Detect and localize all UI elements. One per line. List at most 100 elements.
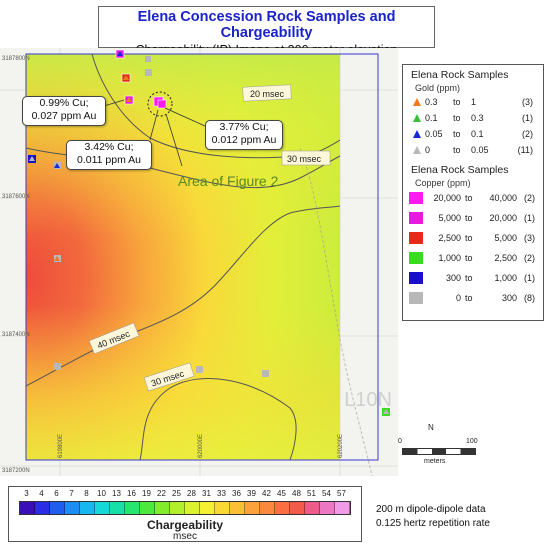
- gold-legend-row: 0.3 to 1 (3): [409, 96, 539, 110]
- copper-legend-row: 20,000 to 40,000 (2): [409, 192, 539, 206]
- colorbar-tick-label: 57: [337, 489, 346, 498]
- colorbar-tick-label: 28: [187, 489, 196, 498]
- colorbar-swatch: [95, 502, 110, 514]
- scale-hundred: 100: [466, 438, 478, 445]
- coord-y-1: 3187800N: [2, 56, 30, 62]
- legend-to-value: 0.1: [471, 129, 484, 139]
- legend-from-value: 0: [455, 293, 461, 303]
- colorbar-swatch: [110, 502, 125, 514]
- callout-sample-1: 0.99% Cu; 0.027 ppm Au: [22, 96, 106, 126]
- colorbar-swatch: [320, 502, 335, 514]
- legend-gold-subtitle: Gold (ppm): [415, 83, 461, 93]
- colorbar-swatch: [35, 502, 50, 514]
- legend-from-value: 5,000: [438, 213, 461, 223]
- svg-text:30 msec: 30 msec: [287, 154, 322, 164]
- legend-from-value: 1,000: [438, 253, 461, 263]
- triangle-icon: [413, 114, 421, 122]
- colorbar-swatch: [245, 502, 260, 514]
- colorbar-swatch: [200, 502, 215, 514]
- legend-count: (1): [524, 213, 535, 223]
- colorbar-tick-label: 22: [157, 489, 166, 498]
- legend-to-value: 1,000: [494, 273, 517, 283]
- contour-label-30-upper: 30 msec: [281, 150, 331, 166]
- triangle-icon: [413, 146, 421, 154]
- colorbar-tick-label: 6: [54, 489, 59, 498]
- note-dipole: 200 m dipole-dipole data: [376, 504, 486, 515]
- coord-x-3: 620200E: [338, 434, 344, 458]
- square-swatch-icon: [409, 192, 423, 204]
- square-swatch-icon: [409, 252, 423, 264]
- gold-legend-row: 0.1 to 0.3 (1): [409, 112, 539, 126]
- triangle-icon: [413, 130, 421, 138]
- colorbar-swatch: [125, 502, 140, 514]
- chargeability-map[interactable]: 20 msec 30 msec 40 msec 30 msec 3187800N…: [0, 48, 398, 476]
- colorbar-tick-label: 19: [142, 489, 151, 498]
- square-swatch-icon: [409, 272, 423, 284]
- colorbar-tick-label: 48: [292, 489, 301, 498]
- colorbar-tick-label: 13: [112, 489, 121, 498]
- north-label: N: [428, 423, 434, 432]
- note-repetition: 0.125 hertz repetition rate: [376, 518, 490, 529]
- scale-zero: 0: [398, 438, 402, 445]
- legend-count: (3): [522, 97, 533, 107]
- copper-legend-row: 5,000 to 20,000 (1): [409, 212, 539, 226]
- colorbar-tick-label: 42: [262, 489, 271, 498]
- map-title-box: Elena Concession Rock Samples and Charge…: [98, 6, 435, 57]
- colorbar-tick-label: 8: [84, 489, 89, 498]
- colorbar-tick-label: 16: [127, 489, 136, 498]
- legend-to-word: to: [453, 129, 461, 139]
- colorbar-swatch: [290, 502, 305, 514]
- legend-to-word: to: [465, 273, 473, 283]
- colorbar-swatch: [305, 502, 320, 514]
- colorbar-swatch: [185, 502, 200, 514]
- legend-count: (1): [522, 113, 533, 123]
- legend-gold-title: Elena Rock Samples: [411, 69, 509, 81]
- legend-to-value: 5,000: [494, 233, 517, 243]
- legend-to-value: 0.05: [471, 145, 489, 155]
- colorbar-swatch: [65, 502, 80, 514]
- legend-from-value: 0.05: [425, 129, 443, 139]
- colorbar-swatch: [215, 502, 230, 514]
- coord-x-1: 619800E: [58, 434, 64, 458]
- legend-to-value: 300: [501, 293, 517, 303]
- legend-to-value: 40,000: [489, 193, 517, 203]
- copper-legend-row: 0 to 300 (8): [409, 292, 539, 306]
- colorbar-swatch: [275, 502, 290, 514]
- legend-to-value: 1: [471, 97, 477, 107]
- copper-legend-row: 2,500 to 5,000 (3): [409, 232, 539, 246]
- colorbar-tick-label: 45: [277, 489, 286, 498]
- map-title: Elena Concession Rock Samples and Charge…: [137, 9, 396, 41]
- colorbar-swatches: [19, 501, 351, 515]
- legend-to-word: to: [453, 97, 461, 107]
- legend-to-word: to: [465, 193, 473, 203]
- colorbar-tick-label: 54: [322, 489, 331, 498]
- copper-legend-row: 1,000 to 2,500 (2): [409, 252, 539, 266]
- legend-to-value: 20,000: [489, 213, 517, 223]
- legend-from-value: 20,000: [433, 193, 461, 203]
- coord-x-2: 620000E: [198, 434, 204, 458]
- legend-from-value: 0: [425, 145, 431, 155]
- triangle-icon: [413, 98, 421, 106]
- colorbar-swatch: [155, 502, 170, 514]
- survey-line-label: L10N: [344, 389, 392, 411]
- colorbar-swatch: [140, 502, 155, 514]
- colorbar-tick-label: 3: [24, 489, 29, 498]
- coord-y-3: 3187400N: [2, 332, 30, 338]
- scale-bar: [402, 448, 476, 455]
- legend-to-word: to: [465, 293, 473, 303]
- legend-from-value: 2,500: [438, 233, 461, 243]
- legend: Elena Rock Samples Gold (ppm) 0.3 to 1 (3) 0…: [402, 64, 544, 321]
- legend-to-word: to: [465, 233, 473, 243]
- legend-to-word: to: [453, 113, 461, 123]
- coord-y-2: 3187600N: [2, 194, 30, 200]
- colorbar-swatch: [80, 502, 95, 514]
- legend-to-value: 0.3: [471, 113, 484, 123]
- legend-count: (8): [524, 293, 535, 303]
- colorbar-label: Chargeability: [146, 518, 224, 532]
- legend-to-word: to: [465, 213, 473, 223]
- colorbar-tick-label: 36: [232, 489, 241, 498]
- gold-legend-row: 0.05 to 0.1 (2): [409, 128, 539, 142]
- colorbar-tick-label: 4: [39, 489, 44, 498]
- legend-to-value: 2,500: [494, 253, 517, 263]
- colorbar-tick-label: 33: [217, 489, 226, 498]
